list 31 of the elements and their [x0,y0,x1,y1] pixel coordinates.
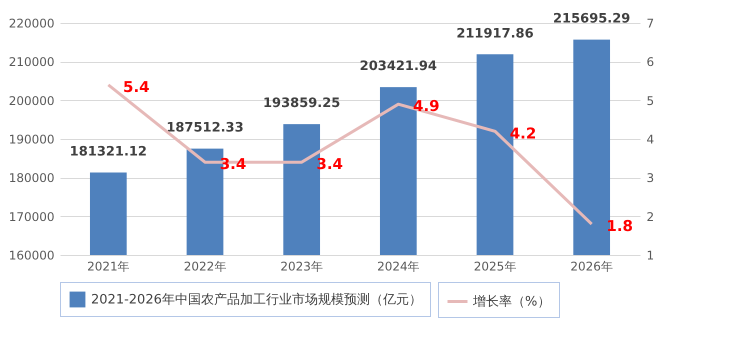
y2-tick-label: 4 [646,132,654,146]
y-tick-label: 210000 [8,55,54,70]
y-tick-label: 170000 [8,210,54,224]
y-tick-label: 180000 [8,171,54,186]
y2-tick-label: 5 [646,94,654,108]
y2-tick-label: 6 [646,55,654,70]
y2-tick-label: 3 [646,171,654,186]
data-label: 187512.33 [166,120,244,136]
data-label: 203421.94 [360,59,437,74]
x-tick-label: 2024年 [377,260,420,274]
x-tick-label: 2025年 [474,260,516,274]
legend-label: 增长率（%） [472,294,550,310]
data-label: 5.4 [123,78,150,96]
data-label: 215695.29 [553,12,630,27]
y-tick-label: 160000 [8,248,54,262]
y2-tick-label: 7 [646,16,654,30]
x-tick-label: 2026年 [570,260,613,274]
x-tick-label: 2023年 [280,260,323,274]
data-label: 211917.86 [456,26,534,42]
y-tick-label: 190000 [8,132,54,146]
legend-label: 2021-2026年中国农产品加工行业市场规模预测（亿元） [91,292,422,308]
y2-tick-label: 1 [646,248,654,262]
y-tick-label: 220000 [8,16,54,30]
data-label: 181321.12 [70,144,147,160]
x-tick-label: 2021年 [87,260,130,274]
data-label: 3.4 [220,155,246,174]
y2-tick-label: 2 [646,210,654,224]
data-label: 4.9 [413,97,440,116]
x-tick-label: 2022年 [184,260,226,274]
data-label: 193859.25 [263,96,340,112]
y-tick-label: 200000 [8,94,54,108]
